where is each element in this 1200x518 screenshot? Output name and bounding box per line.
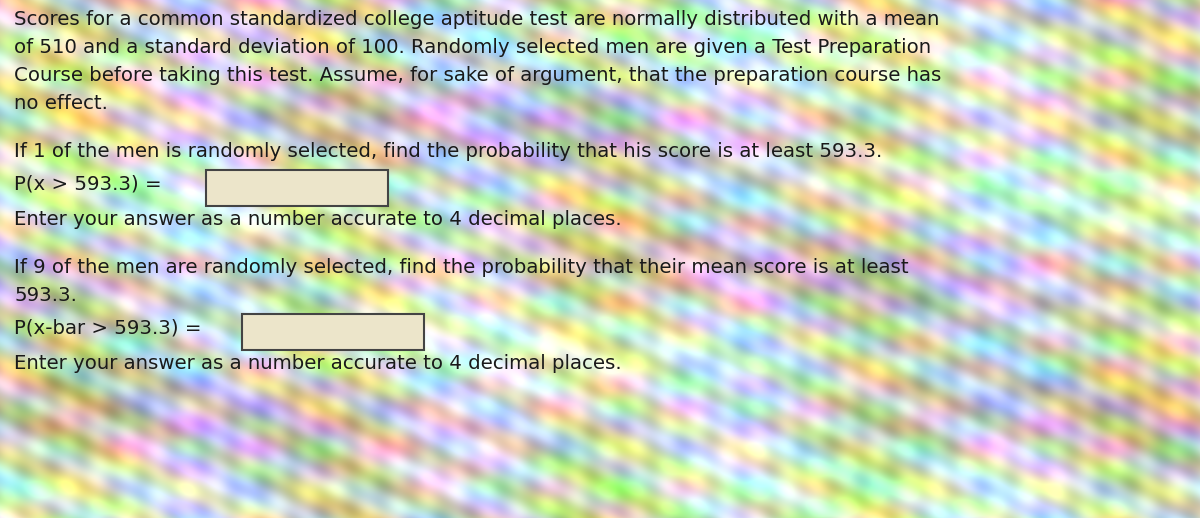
Text: of 510 and a standard deviation of 100. Randomly selected men are given a Test P: of 510 and a standard deviation of 100. … [14, 38, 931, 57]
Text: P(x-bar > 593.3) =: P(x-bar > 593.3) = [14, 318, 202, 337]
FancyBboxPatch shape [206, 170, 388, 206]
Text: If 9 of the men are randomly selected, find the probability that their mean scor: If 9 of the men are randomly selected, f… [14, 258, 910, 277]
Text: If 1 of the men is randomly selected, find the probability that his score is at : If 1 of the men is randomly selected, fi… [14, 142, 883, 161]
Text: Enter your answer as a number accurate to 4 decimal places.: Enter your answer as a number accurate t… [14, 210, 622, 229]
Text: Course before taking this test. Assume, for sake of argument, that the preparati: Course before taking this test. Assume, … [14, 66, 942, 85]
Text: Enter your answer as a number accurate to 4 decimal places.: Enter your answer as a number accurate t… [14, 354, 622, 373]
Text: P(x > 593.3) =: P(x > 593.3) = [14, 174, 162, 193]
Text: 593.3.: 593.3. [14, 286, 77, 305]
Text: no effect.: no effect. [14, 94, 108, 113]
Text: Scores for a common standardized college aptitude test are normally distributed : Scores for a common standardized college… [14, 10, 940, 29]
FancyBboxPatch shape [242, 314, 424, 350]
